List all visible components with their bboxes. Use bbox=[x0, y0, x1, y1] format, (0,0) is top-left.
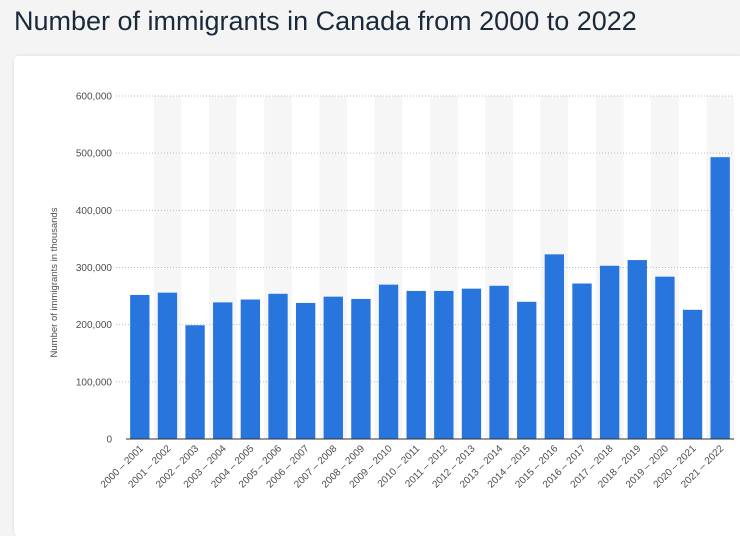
bar bbox=[295, 302, 316, 439]
bar-chart: 0 100,000 200,000 300,000 400,000 500,000 600,… bbox=[49, 92, 734, 490]
bar bbox=[544, 254, 565, 439]
y-tick-label: 600,000 bbox=[76, 92, 113, 103]
bar bbox=[434, 290, 454, 439]
bar bbox=[268, 293, 288, 439]
y-tick-label: 400,000 bbox=[76, 206, 113, 217]
y-tick-label: 500,000 bbox=[76, 149, 113, 160]
bar bbox=[130, 294, 150, 439]
bar bbox=[461, 288, 482, 439]
bar bbox=[489, 285, 509, 439]
bar bbox=[517, 301, 537, 439]
bar bbox=[655, 276, 675, 439]
bar bbox=[185, 325, 205, 439]
bar bbox=[572, 283, 592, 439]
bar bbox=[682, 309, 703, 439]
y-tick-labels: 0 100,000 200,000 300,000 400,000 500,000 600,… bbox=[76, 92, 113, 446]
y-tick-label: 300,000 bbox=[76, 263, 113, 274]
bar bbox=[240, 299, 261, 439]
y-tick-label: 0 bbox=[106, 435, 112, 446]
page-title: Number of immigrants in Canada from 2000… bbox=[14, 6, 637, 36]
y-tick-label: 100,000 bbox=[76, 377, 113, 388]
bar bbox=[213, 302, 233, 439]
bar bbox=[627, 260, 647, 439]
y-tick-label: 200,000 bbox=[76, 320, 113, 331]
bar bbox=[351, 298, 371, 439]
bar bbox=[378, 284, 399, 439]
bar bbox=[710, 157, 730, 439]
bars bbox=[130, 157, 730, 439]
chart-card: 0 100,000 200,000 300,000 400,000 500,000 600,… bbox=[14, 56, 740, 536]
y-axis-label: Number of immigrants in thousands bbox=[49, 207, 60, 357]
bar bbox=[323, 296, 343, 439]
bar bbox=[599, 265, 620, 439]
bar bbox=[406, 290, 426, 439]
bar bbox=[157, 292, 178, 439]
